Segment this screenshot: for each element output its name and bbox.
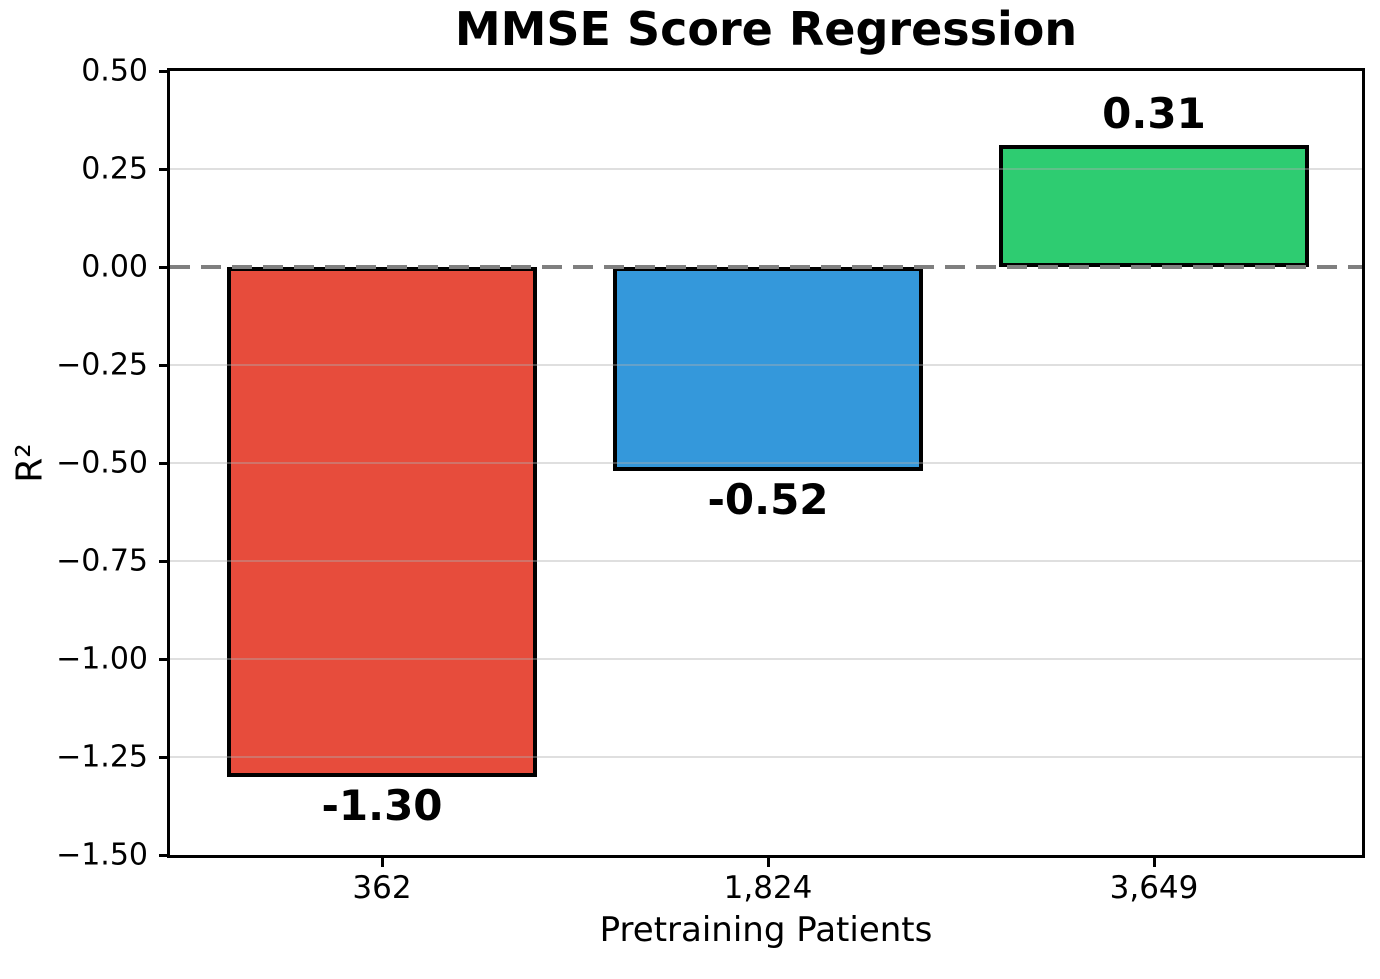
x-axis-label: Pretraining Patients [599,910,933,950]
plot-area: -1.30 -0.52 0.31 [170,71,1362,855]
bar [227,267,537,777]
bar [999,145,1309,267]
y-tick-label: 0.25 [81,151,148,187]
y-tick-mark [159,69,170,73]
gridline [170,658,1362,660]
y-tick-label: −1.25 [56,739,148,775]
y-tick-label: −1.00 [56,641,148,677]
y-tick-mark [159,265,170,269]
y-tick-mark [159,167,170,171]
gridline [170,364,1362,366]
y-tick-label: 0.50 [81,53,148,89]
x-tick-label: 1,824 [723,870,813,906]
gridline [170,756,1362,758]
gridline [170,462,1362,464]
y-tick-label: −0.25 [56,347,148,383]
bar-value-label: -1.30 [321,780,443,830]
gridline [170,168,1362,170]
bar-value-label: -0.52 [707,474,829,524]
zero-line [170,265,1362,269]
bar [613,267,923,471]
chart-title: MMSE Score Regression [454,2,1078,56]
y-tick-label: 0.00 [81,249,148,285]
y-tick-mark [159,853,170,857]
y-tick-label: −1.50 [56,837,148,873]
x-tick-mark [1152,856,1156,867]
y-tick-mark [159,755,170,759]
x-tick-label: 3,649 [1109,870,1199,906]
bar-value-label: 0.31 [1102,89,1206,139]
y-tick-label: −0.50 [56,445,148,481]
x-tick-mark [380,856,384,867]
y-tick-mark [159,657,170,661]
y-tick-mark [159,559,170,563]
gridline [170,560,1362,562]
y-tick-mark [159,363,170,367]
y-tick-mark [159,461,170,465]
x-tick-label: 362 [352,870,412,906]
y-tick-label: −0.75 [56,543,148,579]
x-tick-mark [766,856,770,867]
